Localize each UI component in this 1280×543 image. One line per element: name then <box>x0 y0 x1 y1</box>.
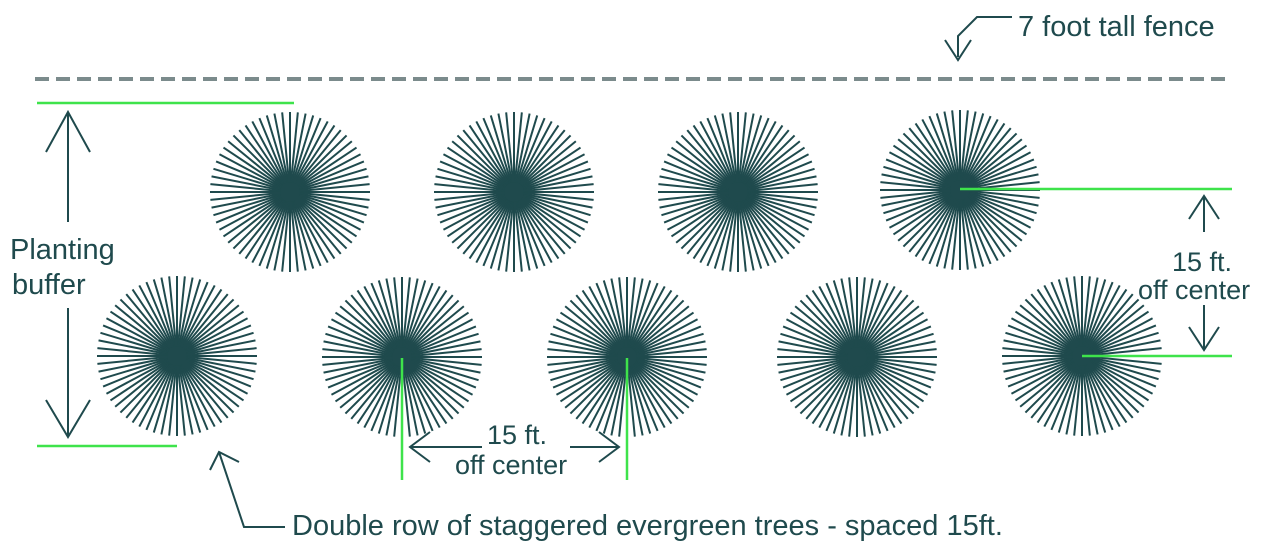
evergreen-tree-back-3 <box>658 112 818 272</box>
buffer-arrow-up-head <box>45 109 91 153</box>
caption-label: Double row of staggered evergreen trees … <box>292 510 1003 542</box>
row-spacing-label-line1: 15 ft. <box>1172 247 1232 277</box>
evergreen-tree-front-5 <box>1002 276 1162 436</box>
buffer-label-line1: Planting <box>10 234 115 266</box>
fence-callout-leader <box>957 16 1012 57</box>
row-spacing-arrow-up-head <box>1188 194 1220 220</box>
tree-spacing-label-line2: off center <box>455 450 567 480</box>
evergreen-tree-back-1 <box>210 112 370 272</box>
back-row-trees <box>210 110 1040 272</box>
caption-leader <box>218 451 285 528</box>
evergreen-tree-front-1 <box>97 276 257 436</box>
fence-callout-arrowhead <box>944 39 972 62</box>
evergreen-tree-front-2 <box>322 277 482 437</box>
evergreen-tree-back-2 <box>434 112 594 272</box>
front-row-trees <box>97 276 1162 437</box>
evergreen-tree-front-3 <box>547 277 707 437</box>
buffer-label-line2: buffer <box>12 269 86 301</box>
row-spacing-arrow-down-head <box>1188 326 1220 352</box>
row-spacing-label-line2: off center <box>1138 275 1250 305</box>
evergreen-tree-front-4 <box>777 277 937 437</box>
tree-spacing-label-line1: 15 ft. <box>487 420 547 450</box>
caption-arrowhead <box>209 450 240 471</box>
evergreen-tree-back-4 <box>880 110 1040 270</box>
fence-label: 7 foot tall fence <box>1018 11 1215 43</box>
buffer-arrow-down-head <box>45 399 91 439</box>
